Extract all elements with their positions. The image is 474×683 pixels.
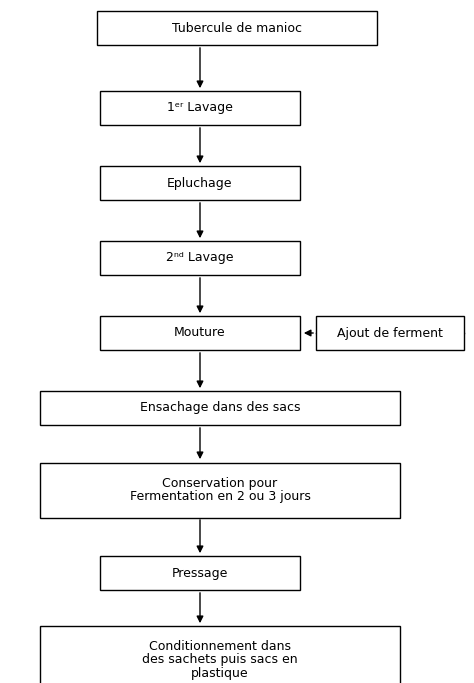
Text: 1ᵉʳ Lavage: 1ᵉʳ Lavage <box>167 102 233 115</box>
Bar <box>100 91 300 125</box>
Text: Conservation pour: Conservation pour <box>163 477 278 490</box>
Text: Ensachage dans des sacs: Ensachage dans des sacs <box>140 402 300 415</box>
Text: Pressage: Pressage <box>172 566 228 579</box>
Text: Fermentation en 2 ou 3 jours: Fermentation en 2 ou 3 jours <box>129 490 310 503</box>
Text: Tubercule de manioc: Tubercule de manioc <box>172 21 302 35</box>
Bar <box>316 316 464 350</box>
Text: Ajout de ferment: Ajout de ferment <box>337 326 443 339</box>
Bar <box>100 166 300 200</box>
Bar <box>40 462 400 518</box>
Text: Conditionnement dans: Conditionnement dans <box>149 641 291 654</box>
Bar <box>100 241 300 275</box>
Bar <box>100 316 300 350</box>
Bar <box>40 626 400 683</box>
Text: Mouture: Mouture <box>174 326 226 339</box>
Bar <box>97 11 377 45</box>
Text: des sachets puis sacs en: des sachets puis sacs en <box>142 654 298 667</box>
Bar <box>40 391 400 425</box>
Text: Epluchage: Epluchage <box>167 176 233 189</box>
Text: plastique: plastique <box>191 667 249 680</box>
Bar <box>100 556 300 590</box>
Text: 2ⁿᵈ Lavage: 2ⁿᵈ Lavage <box>166 251 234 264</box>
